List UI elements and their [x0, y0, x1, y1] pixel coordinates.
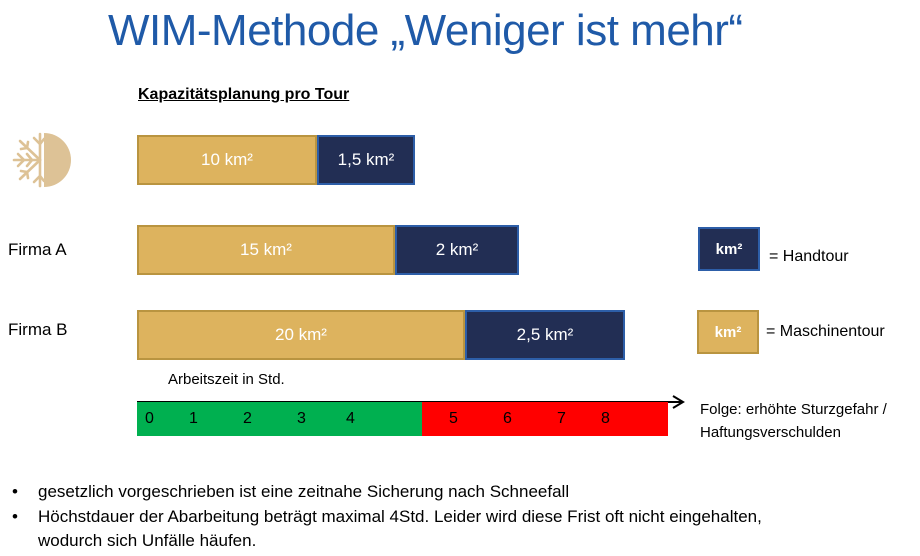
section-subtitle: Kapazitätsplanung pro Tour	[138, 86, 350, 103]
hand-tour-bar: 1,5 km²	[317, 135, 415, 185]
consequence-line: Folge: erhöhte Sturzgefahr /	[700, 401, 887, 418]
bullet-text: Höchstdauer der Abarbeitung beträgt maxi…	[38, 507, 762, 550]
time-late-zone	[422, 402, 668, 436]
time-tick: 4	[346, 410, 355, 427]
time-tick: 8	[601, 410, 610, 427]
legend-machine-swatch: km²	[697, 310, 759, 354]
time-tick: 5	[449, 410, 458, 427]
machine-tour-bar: 10 km²	[137, 135, 317, 185]
hand-tour-bar: 2,5 km²	[465, 310, 625, 360]
time-tick: 1	[189, 410, 198, 427]
bullet-marker: •	[12, 507, 18, 526]
time-tick: 2	[243, 410, 252, 427]
time-tick: 0	[145, 410, 154, 427]
row-label-firma-a: Firma A	[8, 240, 67, 259]
hand-tour-bar: 2 km²	[395, 225, 519, 275]
time-tick: 6	[503, 410, 512, 427]
machine-tour-bar: 15 km²	[137, 225, 395, 275]
legend-machine-text: = Maschinentour	[766, 323, 885, 340]
consequence-note: Folge: erhöhte Sturzgefahr / Haftungsver…	[700, 398, 887, 444]
page-title: WIM-Methode „Weniger ist mehr“	[108, 6, 743, 55]
machine-tour-bar: 20 km²	[137, 310, 465, 360]
bullet-item: • gesetzlich vorgeschrieben ist eine zei…	[12, 480, 792, 504]
bullet-marker: •	[12, 482, 18, 501]
consequence-line: Haftungsverschulden	[700, 424, 841, 441]
snowflake-sun-icon	[10, 130, 74, 190]
legend-hand-swatch: km²	[698, 227, 760, 271]
time-tick: 7	[557, 410, 566, 427]
time-ok-zone	[137, 402, 422, 436]
row-label-firma-b: Firma B	[8, 320, 68, 339]
time-axis-label: Arbeitszeit in Std.	[168, 371, 285, 388]
time-tick: 3	[297, 410, 306, 427]
legend-hand-text: = Handtour	[769, 248, 849, 265]
bullet-text: gesetzlich vorgeschrieben ist eine zeitn…	[38, 482, 570, 501]
bullet-item: • Höchstdauer der Abarbeitung beträgt ma…	[12, 505, 792, 553]
